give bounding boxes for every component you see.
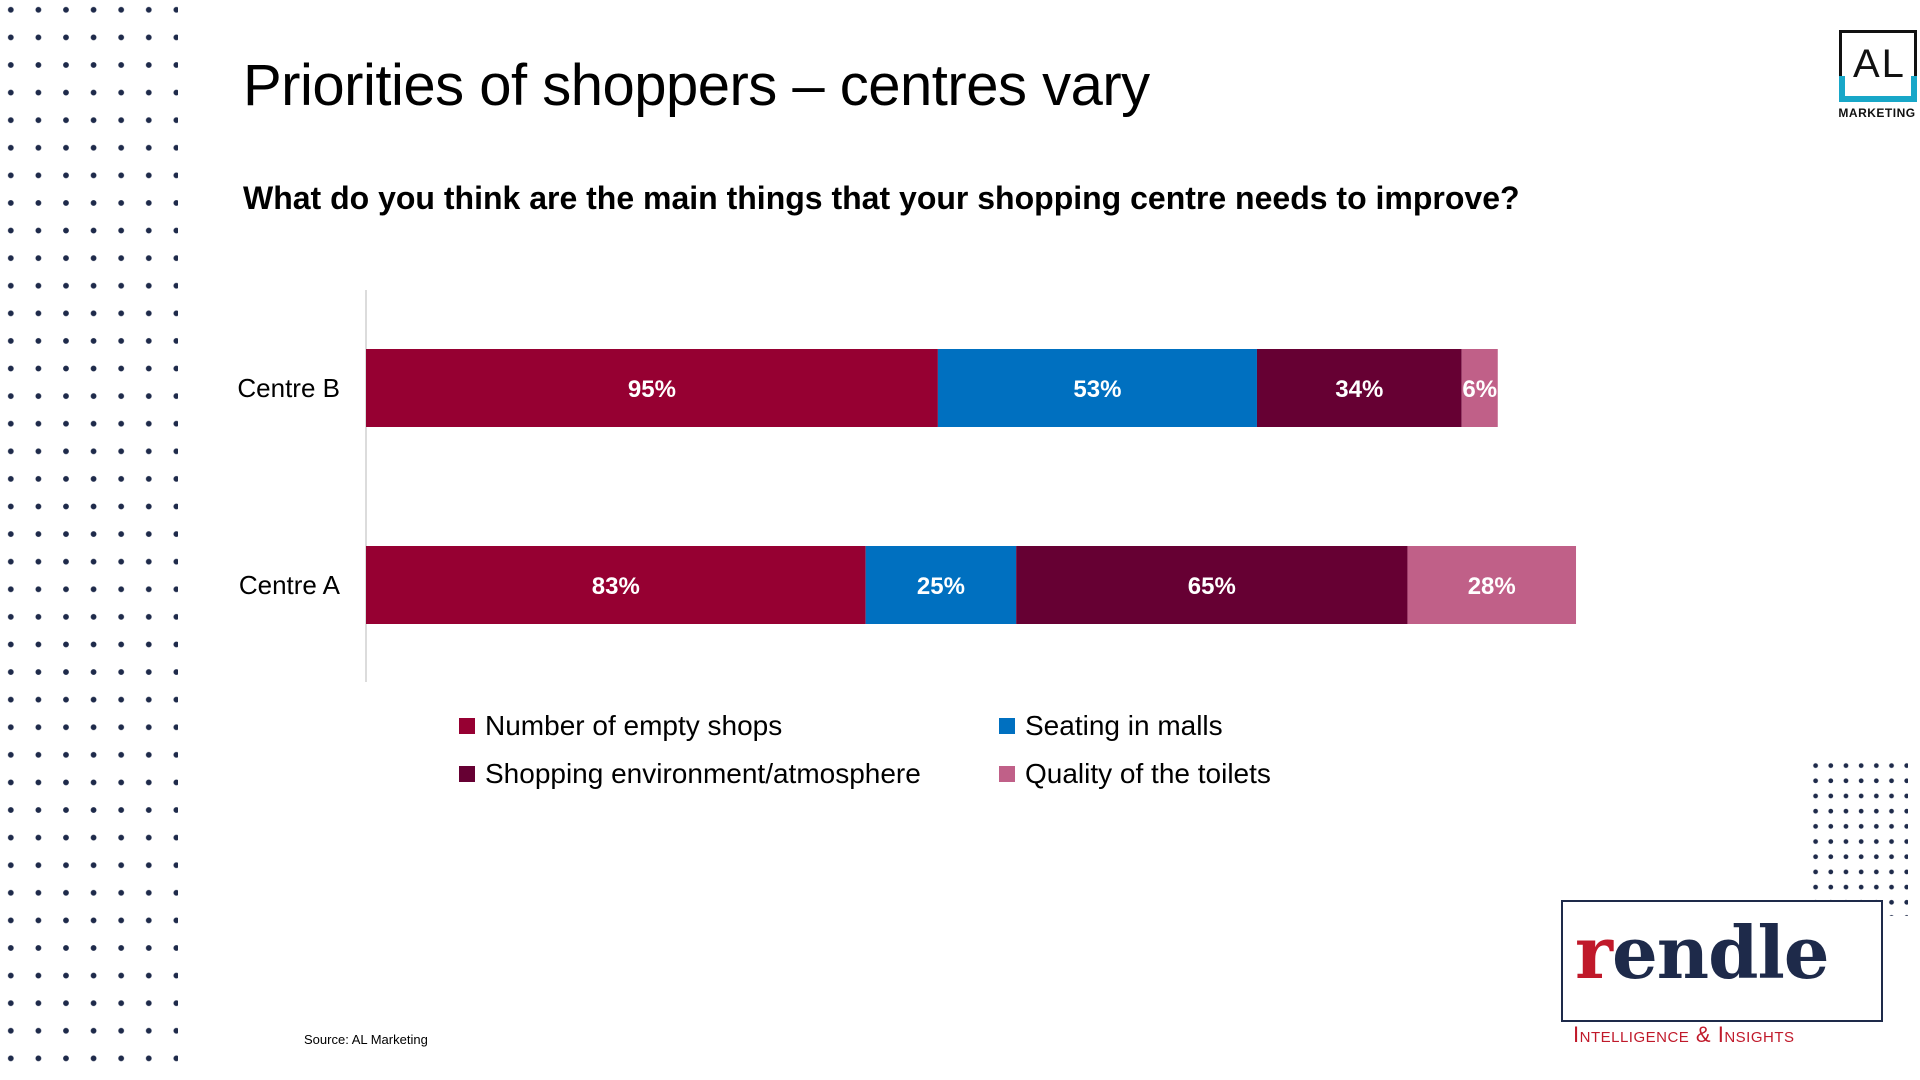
legend-label: Shopping environment/atmosphere <box>485 758 921 789</box>
data-label: 34% <box>1335 376 1383 403</box>
rendle-logo-wordmark: rendle <box>1575 910 1830 995</box>
legend-swatch <box>459 718 475 734</box>
legend-item: Number of empty shops <box>459 710 782 742</box>
legend-swatch <box>999 766 1015 782</box>
bar-segment <box>1256 349 1462 427</box>
data-label: 28% <box>1468 573 1516 600</box>
data-label: 83% <box>592 573 640 600</box>
legend-swatch <box>459 766 475 782</box>
data-label: 6% <box>1462 376 1497 403</box>
page-title: Priorities of shoppers – centres vary <box>243 53 1150 118</box>
bar-segment <box>366 349 938 427</box>
legend-item: Seating in malls <box>999 710 1223 742</box>
legend-item: Shopping environment/atmosphere <box>459 758 921 790</box>
al-logo-text: AL <box>1853 42 1906 86</box>
legend-label: Quality of the toilets <box>1025 758 1271 789</box>
data-label: 65% <box>1188 573 1236 600</box>
bar-segment <box>1407 546 1577 624</box>
legend-label: Number of empty shops <box>485 710 783 741</box>
rendle-tagline: Intelligence & Insights <box>1573 1022 1795 1047</box>
bar-segment <box>1016 546 1408 624</box>
category-label: Centre B <box>237 373 340 403</box>
dot-pattern-left <box>0 0 178 1080</box>
dot-pattern-right <box>1808 758 1908 916</box>
bar-segment <box>937 349 1257 427</box>
rendle-logo: rendle <box>1561 900 1883 1022</box>
data-label: 95% <box>628 376 676 403</box>
legend-swatch <box>999 718 1015 734</box>
category-label: Centre A <box>239 570 341 600</box>
al-marketing-logo: AL MARKETING <box>1836 30 1918 120</box>
chart-question: What do you think are the main things th… <box>243 180 1520 216</box>
legend-item: Quality of the toilets <box>999 758 1271 790</box>
source-note: Source: AL Marketing <box>304 1032 428 1047</box>
bar-segment <box>1461 349 1498 427</box>
al-logo-subtext: MARKETING <box>1838 106 1916 120</box>
data-label: 53% <box>1073 376 1121 403</box>
data-label: 25% <box>917 573 965 600</box>
legend-label: Seating in malls <box>1025 710 1223 741</box>
bar-segment <box>366 546 866 624</box>
bar-segment <box>865 546 1017 624</box>
